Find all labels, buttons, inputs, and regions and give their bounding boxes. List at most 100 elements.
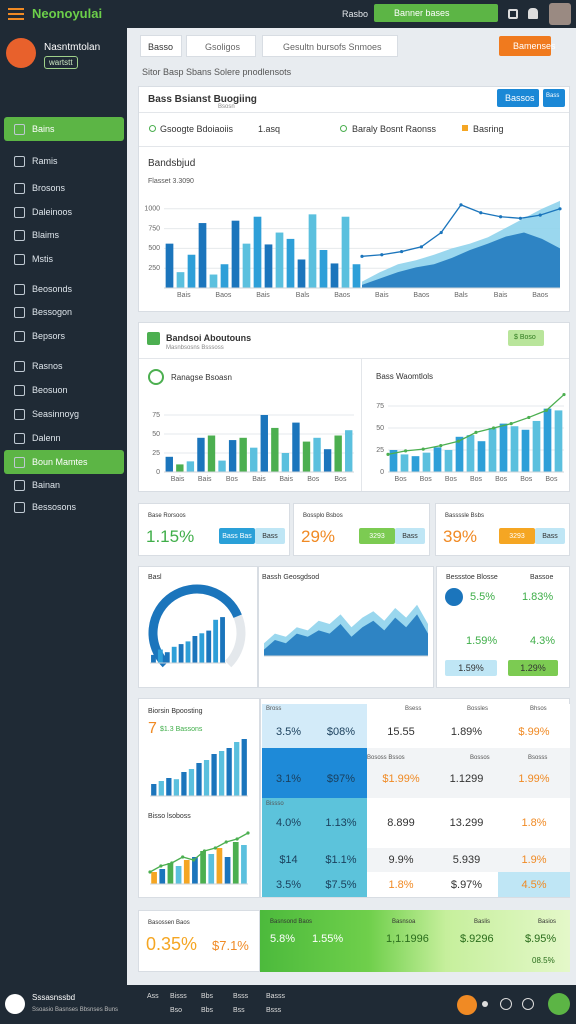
sidebar: Nasntmtolan wartstt Bains Ramis Brosons Dal… [0,28,127,985]
search-text: Gsoligos [205,42,241,52]
table-label: Bososs Bssos [367,755,405,761]
menu-item[interactable]: Bessogon [4,300,124,324]
table-cell: $1.1% [325,854,357,866]
menu-item[interactable]: Dalenn [4,426,124,450]
table-cell: $7.5% [325,878,357,891]
footer-link[interactable]: Bso [170,1007,183,1014]
footer-link[interactable]: Bbs [201,993,214,1000]
line-point [246,831,250,835]
bar [455,436,464,472]
cell-bg [315,872,367,897]
menu-item[interactable]: Mstis [4,247,124,271]
divider [139,112,569,113]
footer-link[interactable]: Ass [147,993,159,1000]
x-tick-label: Bais [198,476,212,483]
footer-link[interactable]: Bss [233,1007,245,1014]
menu-item[interactable]: Daleinoos [4,200,124,224]
stat-tag: 1.29% [508,660,558,676]
icon [340,125,347,132]
menu-item[interactable]: Beosonds [4,277,124,301]
menu-item[interactable]: Brosons [4,176,124,200]
footer-link[interactable]: Basss [266,993,286,1000]
filter-select[interactable]: 1.asq [258,124,281,134]
bar [159,869,166,884]
line-point [479,211,483,215]
bar [165,243,174,288]
bar [499,423,508,472]
icon[interactable] [508,9,518,19]
y-tick-label: 50 [152,431,160,438]
menu-item[interactable]: Ramis [4,149,124,173]
totals-panel [260,910,570,972]
cell-bg [262,748,315,798]
footer-link[interactable]: Bsss [233,993,249,1000]
menu-item[interactable]: Bains [4,117,124,141]
gauge-arc [148,584,242,668]
button[interactable]: $ Boso [508,330,544,346]
bar [178,644,184,663]
brand: Neonoyulai [32,6,103,21]
y-tick-label: 75 [376,403,384,410]
cell-bg [435,798,498,848]
cell-bg [435,848,498,872]
icon[interactable] [457,995,477,1015]
bar [323,449,332,472]
menu-item[interactable]: Bepsors [4,324,124,348]
bar [211,754,217,796]
filter-select[interactable]: Baraly Bosnt Raonss [352,124,437,134]
line [149,832,249,873]
table-cell: $14 [279,854,298,866]
y-tick-label: 500 [148,245,160,252]
menu-icon[interactable] [8,8,24,20]
panel-label: Basnsoa [392,919,416,925]
search[interactable]: Gsoligos [186,35,256,57]
line-point [558,207,562,211]
avatar[interactable] [549,3,571,25]
bar [151,654,156,663]
menu-item[interactable]: Bainan [4,473,124,497]
button[interactable]: Bamenses [499,36,556,56]
bar [444,450,453,472]
bar [220,617,225,663]
table-cell: 3.5% [275,878,302,891]
icon[interactable] [500,998,512,1010]
x-tick-label: Bos [445,476,458,483]
button[interactable]: Bassos [497,89,539,107]
cell-bg [435,748,498,798]
bar [330,263,339,288]
report-card [138,698,260,898]
icon[interactable] [482,1001,488,1007]
bar [271,427,279,472]
filter-select[interactable]: Gsoogte Bdoiaoiis [160,124,234,134]
panel-title: Biorsin Bpoosting [148,708,203,715]
bar [224,857,231,884]
icon[interactable] [548,993,570,1015]
dropdown[interactable]: Banner bases [374,4,498,22]
filter[interactable]: Gesultn bursofs Snmoes [262,35,398,57]
menu-item[interactable]: Seasinnoyg [4,402,124,426]
menu-item[interactable]: Rasnos [4,354,124,378]
menu-item[interactable]: Beosuon [4,378,124,402]
panel-value: $.95% [525,933,557,945]
kpi-tag: 3293 [359,528,395,544]
top-link[interactable]: Rasbo [342,9,369,19]
panel-title: Bisso lsoboss [148,813,191,820]
menu-item[interactable]: Boun Mamtes [4,450,124,474]
area [362,232,560,288]
menu-item[interactable]: Bessosons [4,495,124,519]
filter-select[interactable]: Basring [473,124,504,134]
bar [198,223,207,288]
footer-link[interactable]: Bbs [201,1007,214,1014]
menu-item[interactable]: Blaims [4,223,124,247]
table-cell: 8.899 [387,817,415,829]
bar [188,769,195,796]
bar [242,243,251,288]
footer-link[interactable]: Bisss [170,993,187,1000]
icon[interactable] [522,998,534,1010]
footer-tagline: Ssoasio Basnses Bbsnses Buns [32,1007,119,1013]
button[interactable]: Bass [543,89,565,107]
footer-link[interactable]: Bsss [266,1007,282,1014]
tab[interactable]: Basso [140,35,182,57]
bell-icon[interactable] [528,8,538,19]
